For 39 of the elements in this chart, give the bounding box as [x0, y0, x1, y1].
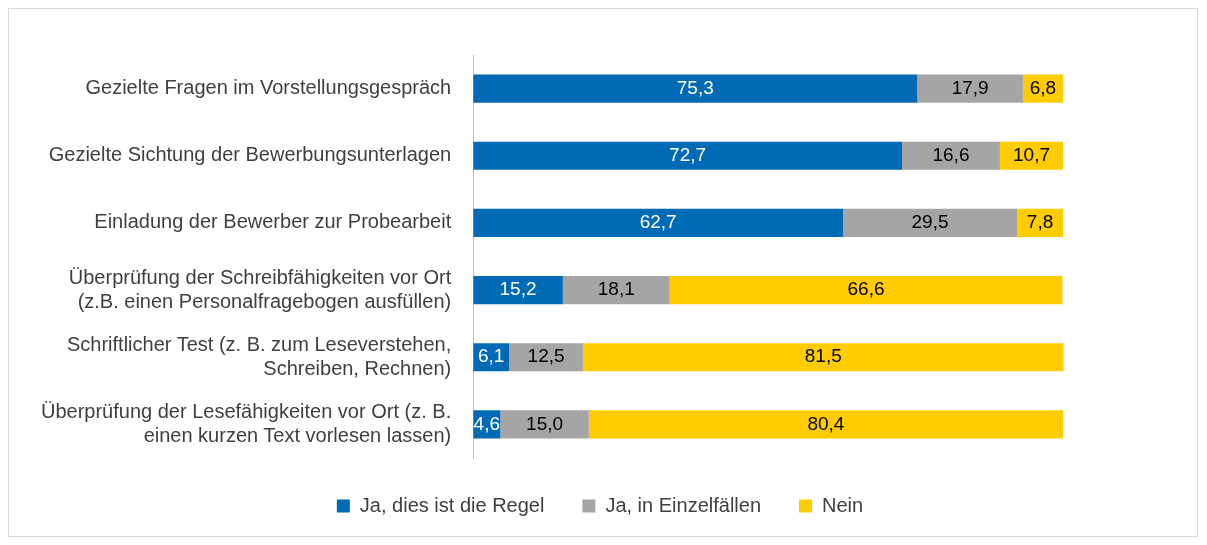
y-tick-label: Gezielte Sichtung der Bewerbungsunterlagen — [48, 143, 452, 166]
y-tick-label: Schriftlicher Test (z. B. zum Leseverstehen, Schreiben, Rechnen) — [66, 332, 452, 379]
y-tick-label: Überprüfung der Schreibfähigkeiten vor Ort (z.B. einen Personalfragebogen ausfüllen) — [68, 265, 452, 312]
y-tick-label: Gezielte Fragen im Vorstellungsgespräch — [85, 76, 452, 99]
data-label: 75,3 — [676, 76, 714, 98]
data-label: 16,6 — [932, 143, 970, 165]
bar — [669, 275, 1063, 305]
bar — [562, 275, 670, 305]
data-label: 6,1 — [477, 345, 505, 367]
bar — [902, 141, 1000, 170]
data-label: 72,7 — [669, 143, 707, 165]
data-label: 17,9 — [951, 76, 989, 98]
bar — [917, 74, 1023, 103]
legend-label: Ja, in Einzelfällen — [605, 493, 762, 516]
data-label: 4,6 — [473, 412, 500, 434]
data-label: 62,7 — [639, 211, 677, 233]
legend-label: Ja, dies ist die Regel — [359, 493, 545, 516]
data-label: 66,6 — [847, 278, 885, 300]
data-label: 6,8 — [1029, 76, 1057, 98]
data-label: 12,5 — [527, 345, 565, 367]
bar — [473, 208, 844, 238]
bar — [843, 208, 1018, 238]
bar — [582, 343, 1064, 372]
data-label: 80,4 — [807, 412, 845, 434]
bar — [473, 275, 563, 305]
y-tick-label: Überprüfung der Lesefähigkeiten vor Ort (z. B. einen kurzen Text vorlesen lassen) — [40, 399, 452, 446]
data-label: 29,5 — [911, 211, 949, 233]
bar — [473, 74, 918, 103]
data-label: 15,0 — [526, 412, 564, 434]
bar — [473, 141, 903, 170]
legend-label: Nein — [822, 493, 864, 516]
data-label: 7,8 — [1026, 211, 1054, 233]
bar — [588, 410, 1064, 439]
data-label: 81,5 — [804, 345, 842, 367]
bar — [500, 410, 589, 439]
y-tick-label: Einladung der Bewerber zur Probearbeit — [94, 210, 452, 233]
data-label: 15,2 — [499, 278, 537, 300]
data-label: 10,7 — [1012, 143, 1050, 165]
data-label: 18,1 — [597, 278, 635, 300]
